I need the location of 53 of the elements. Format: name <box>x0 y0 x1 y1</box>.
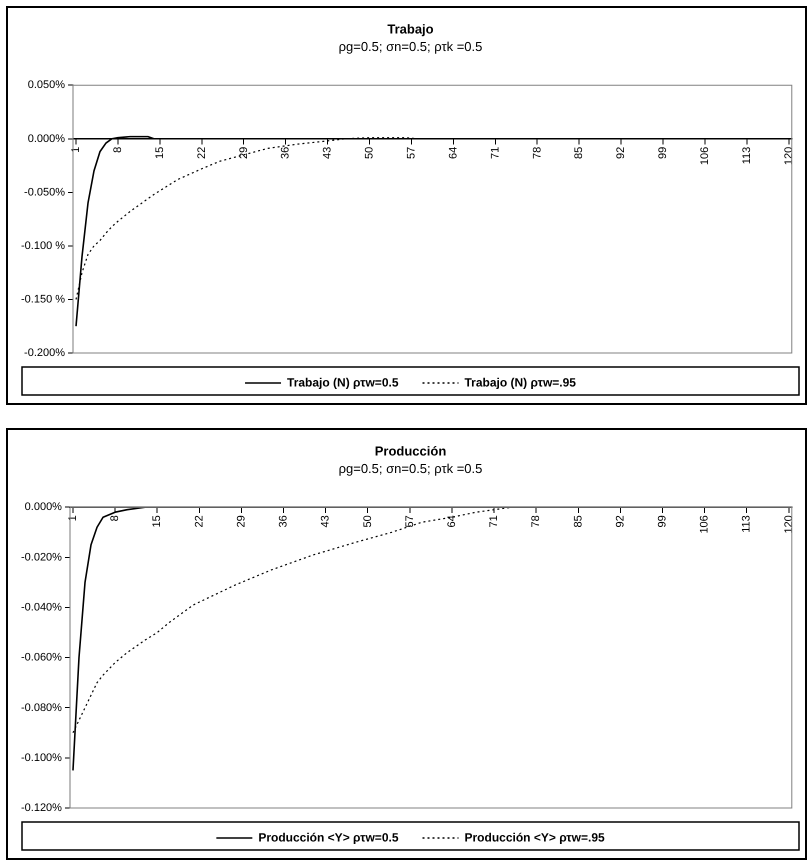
y-tick-label: 0.050% <box>28 79 66 92</box>
chart-title: Producción <box>374 443 446 458</box>
chart-subtitle: ρg=0.5; σn=0.5; ρτk =0.5 <box>338 460 482 476</box>
x-tick-label: 113 <box>740 515 753 533</box>
x-tick-label: 43 <box>322 146 334 160</box>
x-tick-label: 15 <box>154 146 166 160</box>
x-tick-label: 99 <box>657 146 670 160</box>
x-tick-label: 71 <box>488 515 500 528</box>
x-tick-label: 50 <box>364 146 376 160</box>
y-tick-label: -0.060% <box>20 652 62 664</box>
y-tick-label: 0.000% <box>24 501 62 514</box>
y-tick-label: -0.200% <box>24 347 66 360</box>
x-tick-label: 85 <box>572 515 584 528</box>
x-tick-label: 106 <box>698 146 711 166</box>
x-tick-label: 22 <box>196 146 208 160</box>
x-tick-label: 43 <box>320 515 332 528</box>
x-tick-label: 22 <box>193 515 206 528</box>
x-tick-label: 64 <box>446 515 458 528</box>
x-tick-label: 113 <box>740 146 753 164</box>
y-tick-label: -0.100% <box>20 752 62 764</box>
y-tick-label: -0.040% <box>20 602 62 614</box>
chart-title: Trabajo <box>387 21 434 36</box>
x-tick-label: 92 <box>615 146 628 160</box>
x-tick-label: 15 <box>151 515 164 528</box>
x-tick-label: 99 <box>656 515 669 528</box>
x-tick-label: 78 <box>530 515 542 528</box>
y-tick-label: -0.050% <box>24 186 66 198</box>
x-tick-label: 71 <box>489 146 502 160</box>
x-tick-label: 36 <box>278 515 290 528</box>
x-tick-label: 57 <box>405 146 418 160</box>
x-tick-label: 78 <box>531 146 544 160</box>
x-tick-label: 29 <box>238 146 250 160</box>
y-tick-label: -0.080% <box>20 702 62 714</box>
x-tick-label: 92 <box>614 515 626 528</box>
x-tick-label: 36 <box>280 146 292 160</box>
legend-label: Producción <Y> ρτw=.95 <box>464 830 605 844</box>
y-tick-label: 0.000% <box>28 132 66 145</box>
legend-label: Trabajo (N) ρτw=0.5 <box>287 375 399 390</box>
x-tick-label: 106 <box>698 515 711 534</box>
y-tick-label: -0.120% <box>20 802 62 814</box>
x-tick-label: 8 <box>112 146 124 153</box>
legend-label: Trabajo (N) ρτw=.95 <box>464 375 576 390</box>
y-tick-label: -0.020% <box>20 551 62 564</box>
x-tick-label: 29 <box>235 515 248 528</box>
x-tick-label: 8 <box>109 515 122 522</box>
y-tick-label: -0.100 % <box>20 240 66 252</box>
x-tick-label: 57 <box>404 515 416 528</box>
chart-subtitle: ρg=0.5; σn=0.5; ρτk =0.5 <box>338 38 482 54</box>
x-tick-label: 64 <box>447 146 460 160</box>
x-tick-label: 85 <box>573 146 586 160</box>
x-tick-label: 50 <box>362 515 374 528</box>
y-tick-label: -0.150 % <box>20 293 66 306</box>
legend-label: Producción <Y> ρτw=0.5 <box>258 830 399 844</box>
